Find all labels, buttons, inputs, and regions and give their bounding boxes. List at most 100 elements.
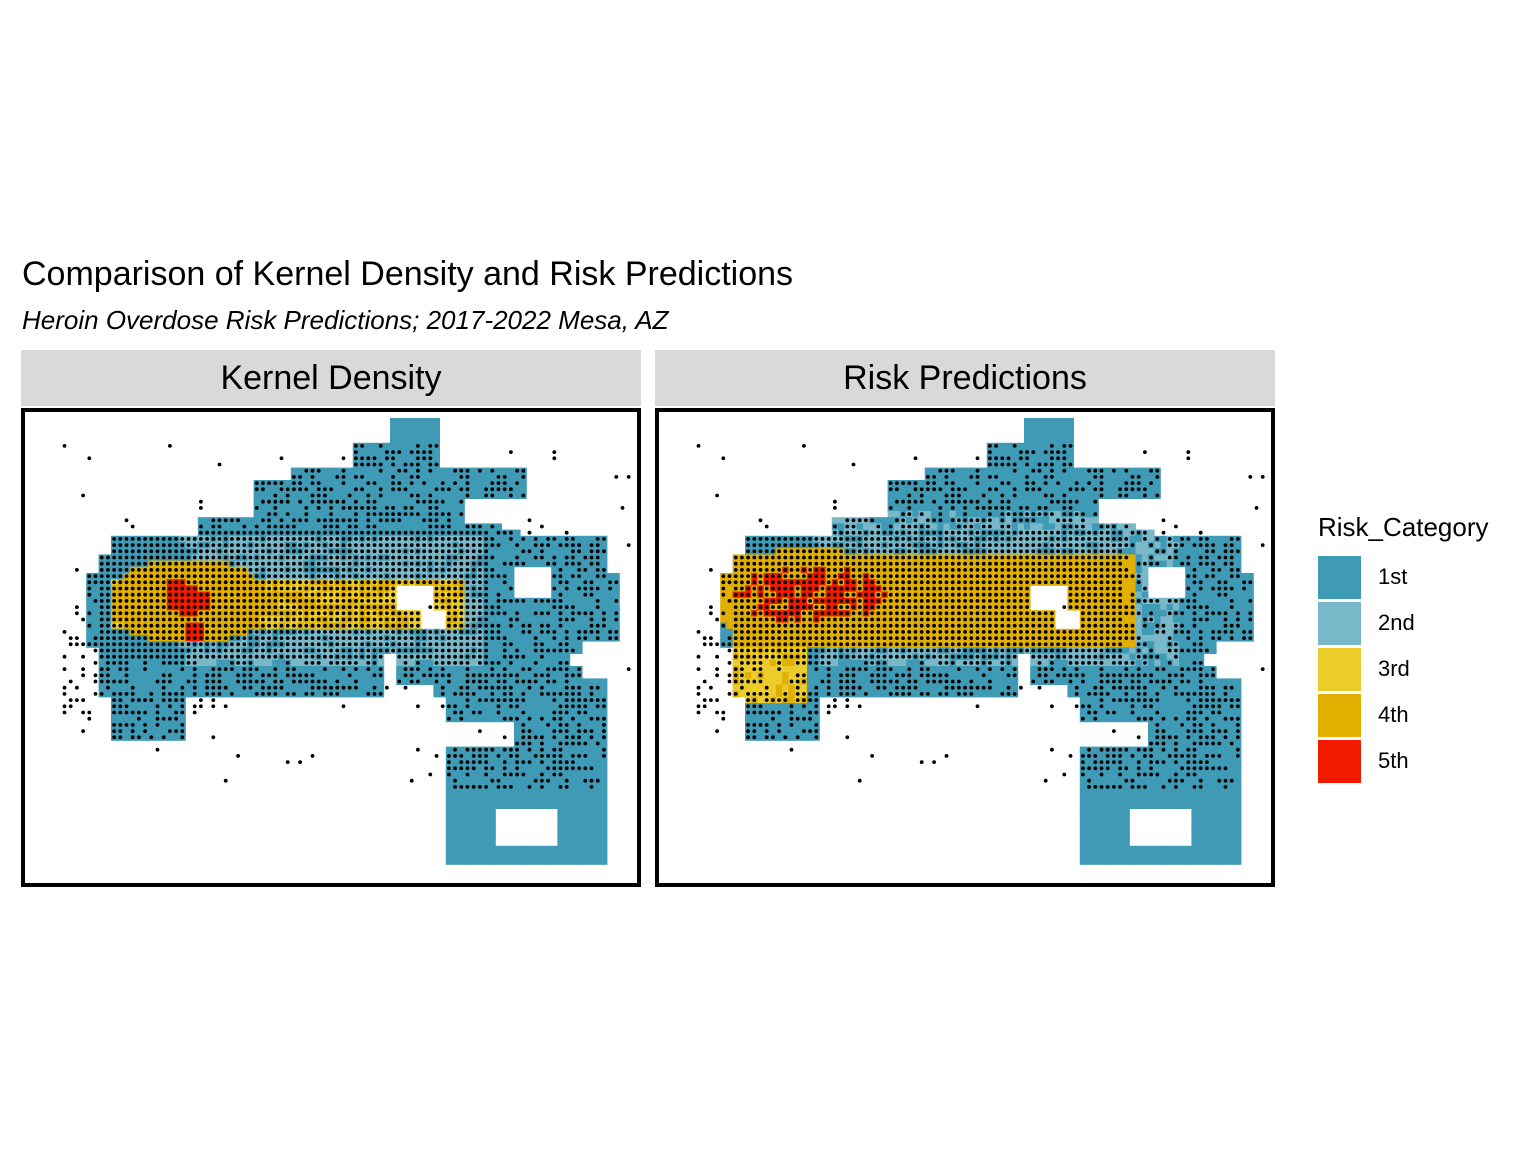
kd-cell — [538, 802, 546, 809]
overdose-point — [416, 617, 420, 622]
kd-cell — [594, 759, 602, 766]
kd-cell — [303, 480, 310, 487]
overdose-point — [137, 537, 141, 541]
overdose-point — [434, 543, 439, 547]
kd-cell — [445, 492, 453, 499]
overdose-point — [484, 617, 488, 622]
kd-cell — [408, 430, 416, 437]
overdose-point — [378, 487, 383, 492]
overdose-point — [391, 512, 395, 516]
overdose-point — [217, 648, 222, 653]
overdose-point — [564, 580, 569, 585]
kd-cell — [483, 808, 490, 816]
kd-cell — [495, 492, 502, 499]
overdose-point — [354, 592, 358, 597]
overdose-point — [347, 630, 352, 634]
overdose-point — [484, 530, 488, 535]
overdose-point — [366, 630, 371, 634]
overdose-point — [217, 580, 222, 585]
overdose-point — [409, 475, 414, 479]
kd-cell — [483, 821, 490, 828]
overdose-point — [385, 580, 389, 585]
kd-cell — [489, 473, 496, 481]
overdose-point — [391, 586, 395, 591]
kd-cell — [92, 616, 99, 623]
kd-cell — [445, 684, 453, 692]
kd-cell — [117, 715, 124, 723]
overdose-point — [285, 580, 290, 585]
kd-cell — [111, 672, 118, 679]
overdose-point — [496, 481, 501, 485]
overdose-point — [422, 450, 426, 454]
overdose-point — [440, 512, 445, 516]
overdose-point — [354, 636, 358, 640]
kd-cell — [520, 486, 527, 493]
overdose-point — [199, 524, 203, 529]
overdose-point — [279, 636, 284, 640]
overdose-point — [341, 630, 346, 634]
kd-cell — [383, 480, 391, 487]
overdose-point — [323, 537, 327, 541]
kd-cell — [489, 858, 496, 865]
overdose-point — [354, 555, 358, 560]
kd-cell — [458, 492, 465, 499]
overdose-point — [285, 623, 290, 628]
overdose-point — [558, 580, 563, 585]
kd-cell — [607, 597, 614, 605]
kd-cell — [328, 672, 335, 679]
overdose-point — [540, 599, 544, 603]
overdose-point — [75, 568, 79, 572]
overdose-point — [602, 549, 606, 554]
overdose-point — [323, 524, 327, 529]
overdose-point — [168, 574, 172, 578]
overdose-point — [149, 549, 154, 554]
kd-cell — [129, 672, 137, 679]
kd-cell — [365, 486, 372, 493]
overdose-point — [112, 574, 116, 578]
overdose-point — [335, 475, 340, 479]
overdose-point — [391, 561, 395, 566]
kd-cell — [185, 690, 192, 698]
overdose-point — [199, 568, 203, 572]
overdose-point — [434, 518, 439, 523]
kd-cell — [396, 666, 403, 673]
kd-cell — [489, 783, 496, 791]
overdose-point — [323, 654, 327, 659]
overdose-point — [273, 530, 278, 535]
overdose-point — [161, 605, 166, 609]
overdose-point — [471, 599, 476, 603]
overdose-point — [496, 530, 501, 535]
overdose-point — [267, 518, 271, 523]
overdose-point — [403, 543, 408, 547]
overdose-point — [440, 642, 445, 647]
kd-cell — [545, 759, 552, 766]
overdose-point — [155, 648, 160, 653]
kd-cell — [92, 591, 99, 599]
kd-cell — [402, 418, 409, 425]
overdose-point — [564, 530, 569, 535]
overdose-point — [230, 586, 234, 591]
overdose-point — [285, 617, 290, 622]
overdose-point — [298, 623, 302, 628]
kd-cell — [185, 672, 192, 679]
overdose-point — [310, 549, 315, 554]
overdose-point — [180, 555, 185, 560]
overdose-point — [304, 586, 309, 591]
overdose-point — [329, 512, 333, 516]
overdose-point — [496, 605, 501, 609]
kd-cell — [495, 858, 502, 865]
overdose-point — [186, 555, 191, 560]
overdose-point — [149, 592, 154, 597]
overdose-point — [310, 623, 315, 628]
kd-cell — [297, 690, 304, 698]
overdose-point — [236, 636, 241, 640]
kd-cell — [600, 560, 608, 568]
overdose-point — [124, 518, 129, 523]
overdose-point — [422, 636, 426, 640]
overdose-point — [174, 543, 179, 547]
overdose-point — [465, 611, 470, 616]
overdose-point — [577, 574, 581, 578]
overdose-point — [285, 493, 290, 498]
overdose-point — [434, 462, 439, 467]
overdose-point — [354, 456, 358, 461]
